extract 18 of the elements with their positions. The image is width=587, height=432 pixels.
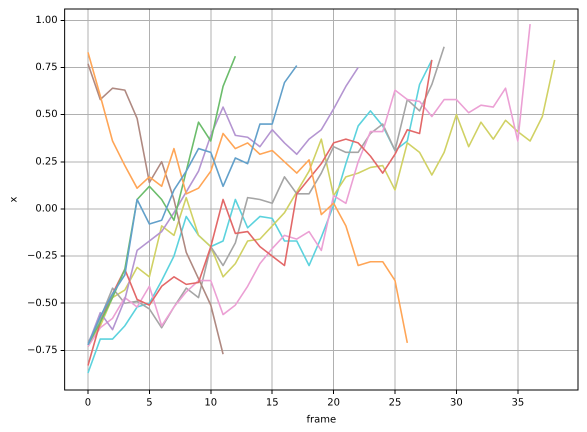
y-tick-label: 0.75 [35,62,58,74]
y-tick-label: −0.50 [26,298,58,309]
x-axis-title: frame [306,414,336,426]
x-tick-label: 15 [266,398,279,409]
x-tick-label: 30 [450,398,463,409]
y-tick-label: −0.75 [26,344,58,356]
y-tick-label: −0.25 [26,250,58,262]
x-tick-label: 25 [388,398,402,409]
y-tick-label: 0.50 [35,109,58,120]
y-tick-label: 0.00 [35,204,58,215]
y-axis-title: x [8,196,20,202]
x-tick-label: 5 [146,398,153,409]
y-tick-label: 1.00 [35,14,58,26]
x-tick-label: 35 [511,398,524,409]
x-tick-label: 10 [204,398,218,409]
x-tick-label: 0 [84,398,92,409]
x-tick-label: 20 [327,398,340,409]
y-tick-label: 0.25 [35,156,58,168]
